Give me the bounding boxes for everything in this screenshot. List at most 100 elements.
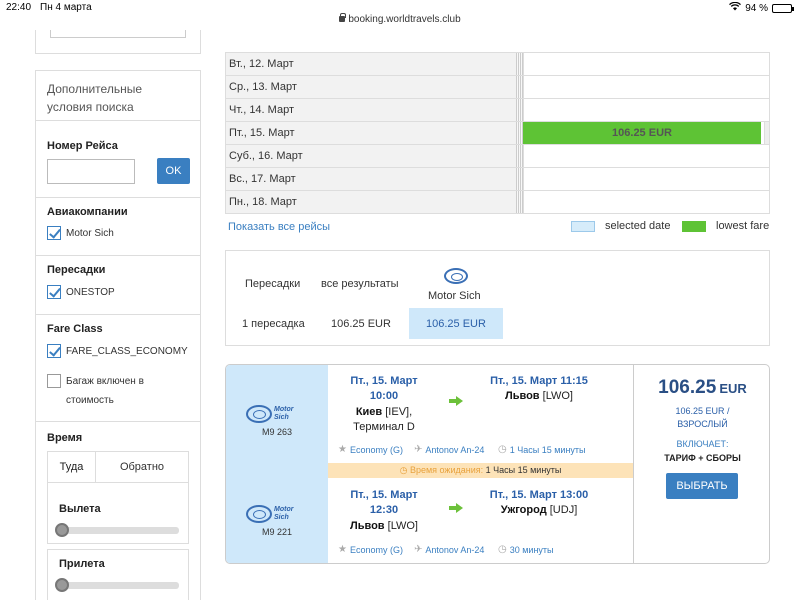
date-cell: [226, 99, 516, 121]
aircraft-type-label: Antonov An-24: [425, 444, 485, 455]
row-spacer: [516, 53, 523, 75]
battery-percent: 94 %: [745, 2, 768, 14]
price-currency: EUR: [719, 381, 747, 396]
total-price: 106.25 EUR: [634, 377, 769, 399]
date-cell: [226, 122, 516, 144]
legend-swatch-lowest: [682, 220, 706, 232]
row-spacer: [516, 99, 523, 121]
flight-duration: ◷ 1 Часы 15 минуты: [498, 444, 586, 455]
date-row[interactable]: Вт., 12. Март: [226, 52, 769, 75]
legend-label-selected: selected date: [605, 220, 671, 232]
divider: [36, 421, 200, 422]
checkbox-checked[interactable]: [47, 285, 61, 299]
includes-value: ТАРИФ + СБОРЫ: [664, 453, 741, 463]
matrix-stops-header: Пересадки: [245, 278, 301, 290]
arrow-right-icon: [449, 503, 463, 513]
matrix-selected-cell[interactable]: [409, 308, 503, 339]
flight-segment: Пт., 15. Март 12:30 Львов [LWO] Пт., 15.…: [328, 478, 633, 563]
layover-duration: 1 Часы 15 минуты: [485, 465, 562, 475]
airline-filter-motor-sich[interactable]: Motor Sich: [47, 226, 114, 241]
matrix-row-label: 1 пересадка: [242, 318, 305, 330]
aircraft-type: ✈ Antonov An-24: [414, 544, 484, 555]
clock-icon: ◷: [399, 465, 408, 475]
slider-handle[interactable]: [55, 578, 69, 592]
checkbox-checked[interactable]: [47, 344, 61, 358]
stops-filter-onestop[interactable]: ONESTOP: [47, 285, 115, 300]
arrival-datetime: Пт., 15. Март 11:15: [490, 375, 588, 387]
flight-code: M9 221: [261, 527, 293, 537]
date-row-selected[interactable]: Пт., 15. Март 106.25 EUR: [226, 121, 769, 144]
baggage-included-filter[interactable]: Багаж включен в стоимость: [47, 374, 167, 410]
legend-lowest: lowest fare: [682, 220, 769, 232]
flight-number-input[interactable]: [47, 159, 135, 184]
matrix-airline-value[interactable]: 106.25 EUR: [426, 318, 486, 330]
date-cell: [226, 168, 516, 190]
arrival-time-filter: Прилета: [47, 549, 189, 600]
departure-time-label: Вылета: [59, 503, 101, 515]
layover-bar: ◷ Время ожидания: 1 Часы 15 минуты: [328, 463, 633, 478]
departure-time-slider[interactable]: [55, 523, 179, 537]
includes-label: ВКЛЮЧАЕТ:: [676, 439, 729, 449]
departure-airport-code: [LWO]: [387, 520, 418, 532]
arrival-city: Львов [LWO]: [483, 389, 595, 404]
date-cell: [226, 53, 516, 75]
lowest-fare-cell[interactable]: 106.25 EUR: [523, 122, 761, 144]
status-time: 22:40: [6, 2, 32, 13]
fare-class-economy[interactable]: FARE_CLASS_ECONOMY: [47, 344, 188, 359]
date-row[interactable]: Чт., 14. Март: [226, 98, 769, 121]
airlines-label: Авиакомпании: [47, 206, 128, 218]
date-label: Пт., 15. Март: [229, 127, 295, 139]
cabin-class-label: Economy (G): [349, 444, 403, 455]
departure-datetime: Пт., 15. Март 12:30: [350, 489, 418, 516]
matrix-all-value[interactable]: 106.25 EUR: [331, 318, 391, 330]
airline-column: [226, 365, 328, 563]
slider-handle[interactable]: [55, 523, 69, 537]
date-label: Вт., 12. Март: [229, 58, 294, 70]
checkbox-checked[interactable]: [47, 226, 61, 240]
date-row[interactable]: Пн., 18. Март: [226, 190, 769, 213]
clock-icon: ◷: [498, 544, 507, 555]
arrival-time-slider[interactable]: [55, 578, 179, 592]
price-per-value: 106.25 EUR /: [675, 406, 730, 416]
flight-code: M9 263: [261, 427, 293, 437]
logo-text: Motor Sich: [274, 406, 294, 421]
airline-logo-icon: Motor Sich: [246, 505, 308, 523]
flight-segment: Пт., 15. Март 10:00 Киев [IEV], Терминал…: [328, 365, 633, 463]
date-fare-table: Вт., 12. Март Ср., 13. Март Чт., 14. Мар…: [225, 52, 770, 214]
matrix-airline-header: Motor Sich: [428, 290, 481, 302]
price-per-passenger: 106.25 EUR / ВЗРОСЛЫЙ: [634, 405, 769, 431]
departure-datetime: Пт., 15. Март 10:00: [350, 375, 418, 402]
airline-filter-label: Motor Sich: [66, 228, 114, 239]
fare-class-label: Fare Class: [47, 323, 103, 335]
airline-logo-icon: [444, 268, 468, 284]
row-spacer: [516, 145, 523, 167]
flight-duration-label: 30 минуты: [509, 544, 554, 555]
tab-return[interactable]: Обратно: [119, 461, 165, 473]
date-label: Суб., 16. Март: [229, 150, 303, 162]
tab-outbound[interactable]: Туда: [48, 452, 96, 482]
departure-city-name: Киев: [355, 406, 383, 418]
filters-panel: Дополнительные условия поиска Номер Рейс…: [35, 70, 201, 600]
clock-icon: ◷: [498, 444, 507, 455]
logo-emblem: [246, 405, 272, 423]
date-row[interactable]: Вс., 17. Март: [226, 167, 769, 190]
arrival-airport-code: [UDJ]: [549, 504, 578, 516]
fare-cell: [523, 53, 767, 75]
select-flight-button[interactable]: ВЫБРАТЬ: [666, 473, 738, 499]
divider: [36, 197, 200, 198]
checkbox-unchecked[interactable]: [47, 374, 61, 388]
date-row[interactable]: Суб., 16. Март: [226, 144, 769, 167]
date-row[interactable]: Ср., 13. Март: [226, 75, 769, 98]
price-divider: [633, 365, 634, 563]
battery-icon: [772, 3, 794, 13]
arrow-right-icon: [449, 396, 463, 406]
previous-filter-field[interactable]: [50, 30, 186, 38]
cabin-class: ★ Economy (G): [338, 444, 403, 455]
flight-duration: ◷ 30 минуты: [498, 544, 554, 555]
airline-logo-icon: Motor Sich: [246, 405, 308, 423]
url-bar[interactable]: booking.worldtravels.club: [0, 13, 800, 25]
show-all-flights-link[interactable]: Показать все рейсы: [228, 221, 330, 233]
baggage-included-label: Багаж включен в стоимость: [66, 376, 144, 406]
flight-number-label: Номер Рейса: [47, 140, 118, 152]
ok-button[interactable]: OK: [157, 158, 190, 184]
